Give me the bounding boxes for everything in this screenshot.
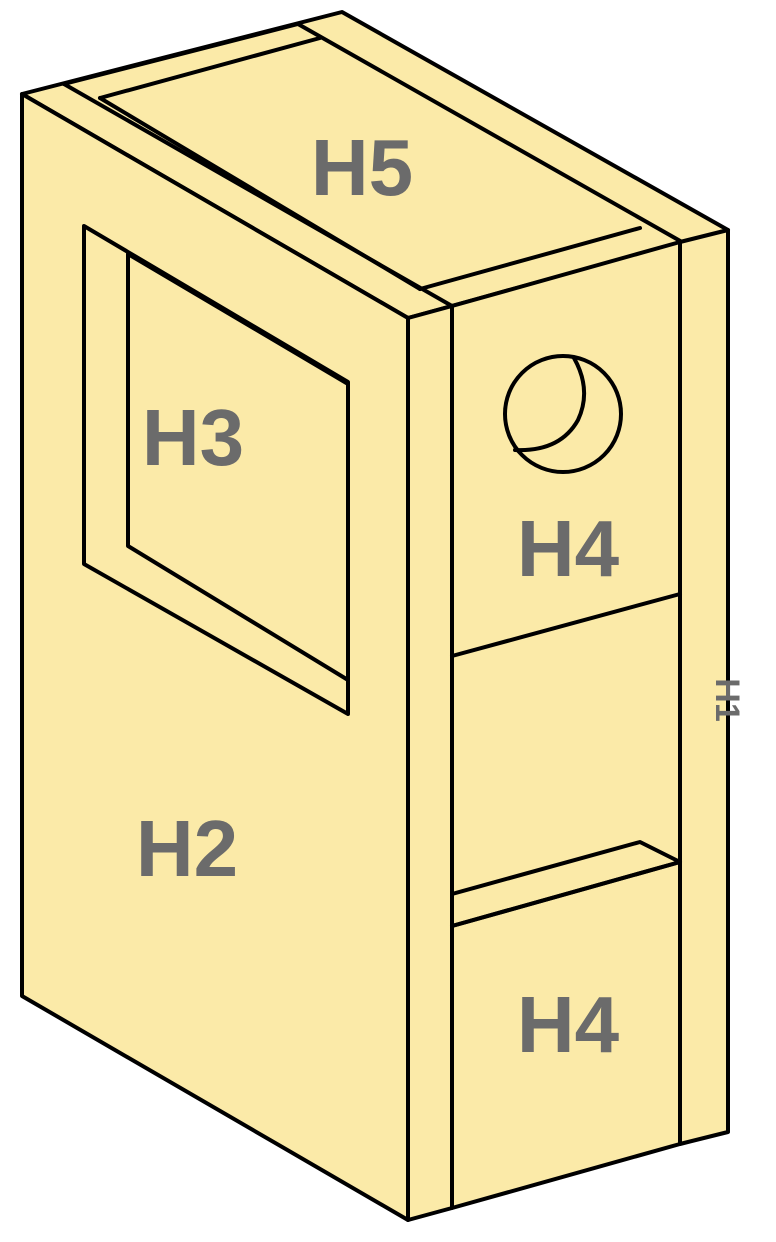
top-right-strip-line xyxy=(296,22,684,244)
top-panel-label: H5 xyxy=(311,123,413,212)
round-hole-icon xyxy=(503,354,623,474)
top-back-edge xyxy=(418,226,642,291)
window-frame-inner xyxy=(126,252,350,682)
top-front-strip-line xyxy=(98,96,422,291)
left-edge-strip xyxy=(406,304,454,1222)
shelf-ledge-bottom xyxy=(450,860,682,928)
round-hole-inner-arc xyxy=(513,356,587,453)
left-side-panel-label: H2 xyxy=(136,804,238,893)
right-edge-strip xyxy=(678,228,730,1146)
top-front-edge-a xyxy=(62,22,300,86)
window-opening-label: H3 xyxy=(142,393,244,482)
front-upper-panel-label: H4 xyxy=(517,504,620,593)
top-front-edge-b xyxy=(98,36,322,100)
front-lower-panel-label: H4 xyxy=(517,980,620,1069)
front-divider-upper xyxy=(450,592,682,658)
side-edge-label: H1 xyxy=(708,678,746,721)
